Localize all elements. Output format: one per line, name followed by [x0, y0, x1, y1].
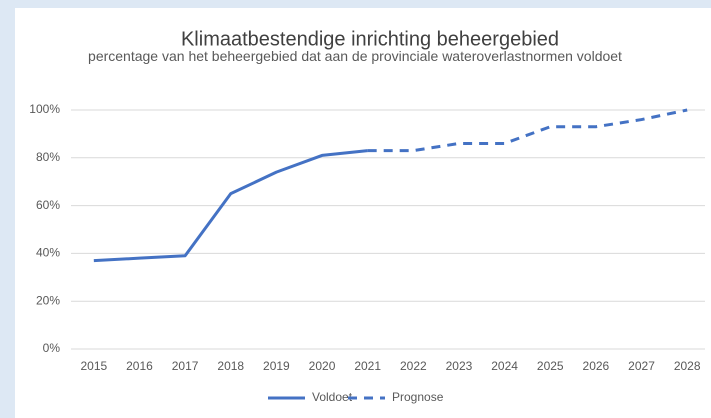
x-tick-label: 2025 [537, 359, 564, 373]
y-tick-label: 20% [36, 293, 60, 307]
y-tick-label: 0% [43, 341, 61, 355]
x-tick-label: 2023 [446, 359, 473, 373]
x-tick-label: 2015 [80, 359, 107, 373]
x-tick-label: 2024 [491, 359, 518, 373]
x-tick-label: 2018 [217, 359, 244, 373]
y-tick-label: 100% [29, 102, 60, 116]
y-tick-label: 80% [36, 150, 60, 164]
legend-label: Voldoet [312, 390, 353, 404]
x-tick-label: 2027 [628, 359, 655, 373]
x-tick-label: 2019 [263, 359, 290, 373]
chart-title: Klimaatbestendige inrichting beheergebie… [181, 28, 559, 50]
legend-label: Prognose [392, 390, 444, 404]
x-tick-label: 2021 [354, 359, 381, 373]
x-tick-label: 2020 [309, 359, 336, 373]
line-series [367, 108, 688, 153]
chart-panel [15, 8, 711, 418]
x-tick-label: 2028 [674, 359, 701, 373]
line-series [93, 149, 368, 263]
y-tick-label: 40% [36, 246, 60, 260]
x-tick-label: 2026 [583, 359, 610, 373]
x-tick-label: 2016 [126, 359, 153, 373]
x-tick-label: 2017 [172, 359, 199, 373]
x-tick-label: 2022 [400, 359, 427, 373]
y-tick-label: 60% [36, 198, 60, 212]
chart-subtitle: percentage van het beheergebied dat aan … [88, 48, 622, 64]
